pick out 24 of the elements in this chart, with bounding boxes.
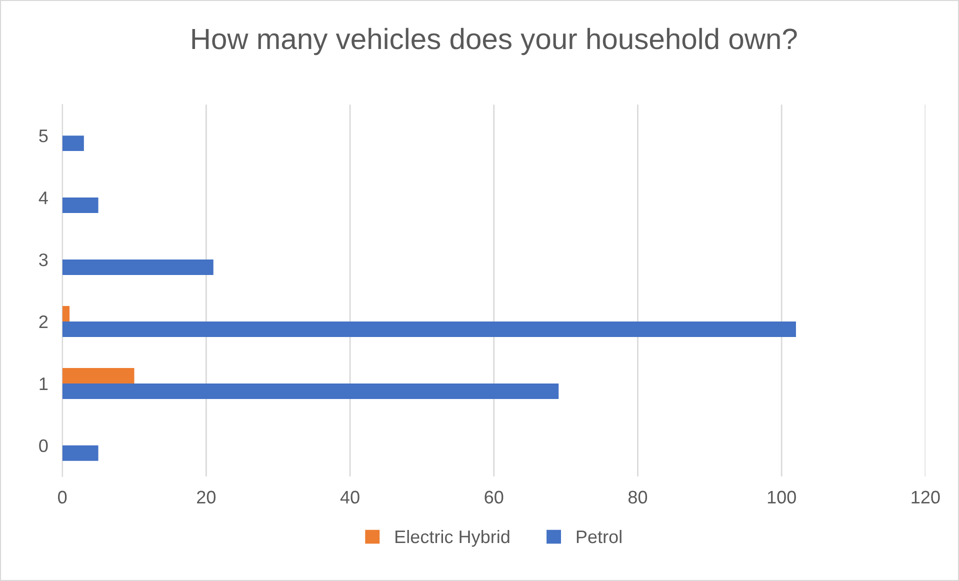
- x-tick-label: 60: [484, 490, 504, 504]
- y-tick-label: 4: [38, 192, 48, 204]
- x-tick-label: 100: [768, 490, 796, 504]
- bar: [62, 368, 134, 384]
- bar: [62, 136, 84, 152]
- bar: [62, 260, 214, 276]
- y-tick-label: 3: [39, 253, 48, 266]
- y-tick-label: 1: [40, 378, 48, 390]
- x-tick-label: 0: [58, 490, 67, 504]
- legend-label: Petrol: [576, 530, 622, 544]
- y-tick-label: 2: [39, 315, 48, 328]
- x-tick-label: 80: [628, 490, 648, 504]
- bar: [62, 306, 70, 322]
- y-tick-label: 0: [39, 439, 48, 452]
- bar: [62, 445, 98, 461]
- legend-label: Electric Hybrid: [396, 530, 510, 547]
- bar: [62, 198, 98, 214]
- bar: [62, 321, 796, 337]
- x-tick-label: 40: [340, 490, 360, 504]
- y-tick-label: 5: [39, 130, 48, 142]
- x-tick-label: 120: [912, 490, 940, 504]
- bar: [62, 383, 559, 399]
- chart-title: How many vehicles does your household own?: [192, 28, 797, 56]
- x-tick-label: 20: [197, 490, 216, 504]
